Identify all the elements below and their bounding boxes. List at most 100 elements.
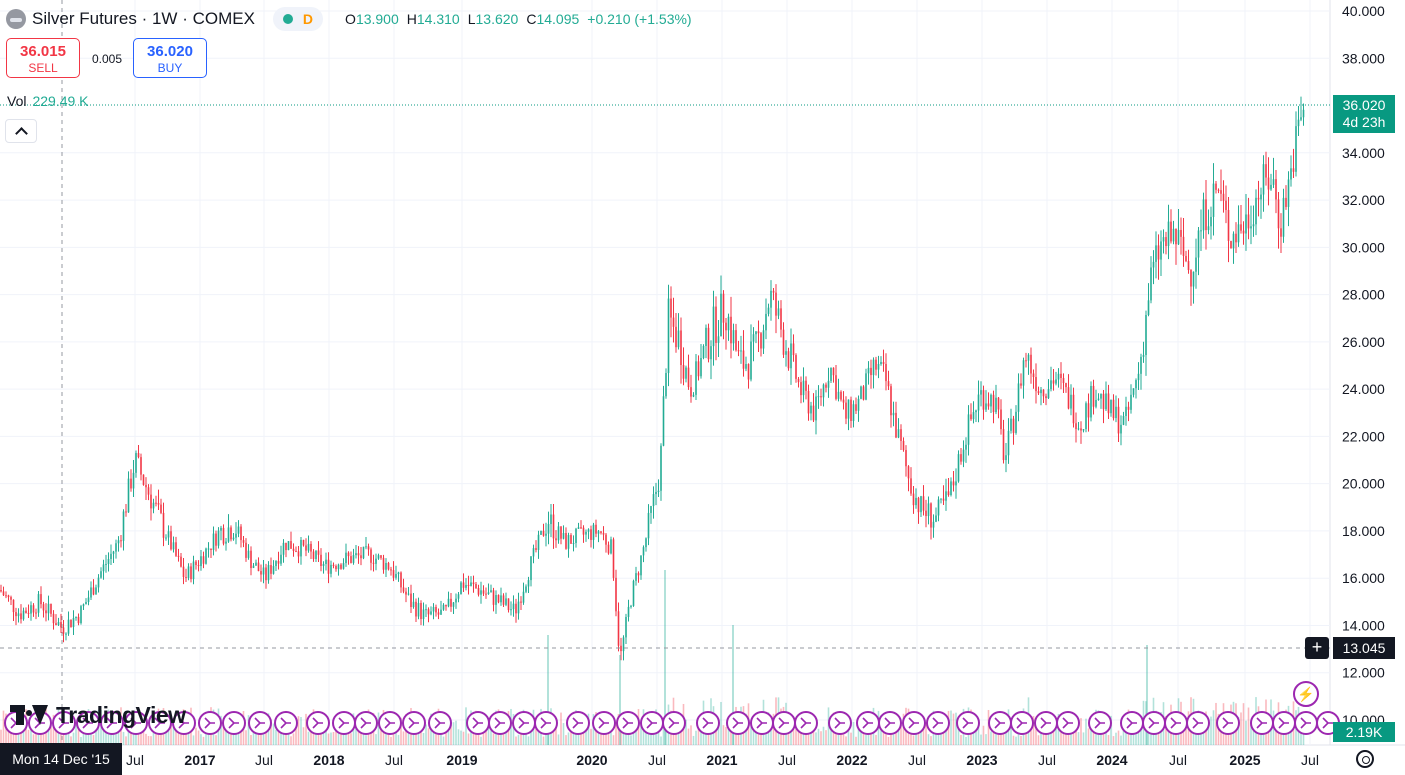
- volume-bar: [275, 729, 277, 745]
- event-arrow-icon: [1016, 717, 1027, 729]
- candle-body: [1025, 360, 1027, 362]
- candle-body: [225, 541, 227, 544]
- volume-bar: [185, 734, 187, 745]
- gear-icon[interactable]: [1356, 750, 1374, 768]
- volume-bar: [955, 712, 957, 745]
- volume-bar: [305, 713, 307, 745]
- candle-body: [167, 531, 170, 538]
- event-arrow-icon: [106, 717, 117, 729]
- candle-body: [1062, 378, 1065, 384]
- buy-button[interactable]: 36.020 BUY: [133, 38, 207, 78]
- candle-body: [430, 611, 432, 615]
- candle-body: [677, 330, 680, 348]
- candle-body: [487, 592, 490, 595]
- candle-body: [1192, 271, 1195, 287]
- sell-button[interactable]: 36.015 SELL: [6, 38, 80, 78]
- volume-bar: [900, 725, 902, 745]
- candle-body: [1265, 164, 1267, 178]
- volume-bar: [435, 731, 437, 745]
- candle-body: [407, 593, 410, 595]
- candle-body: [630, 605, 632, 607]
- candle-body: [737, 350, 740, 352]
- candle-body: [1225, 200, 1227, 210]
- volume-bar: [1225, 725, 1227, 745]
- candle-body: [620, 645, 622, 652]
- candle-body: [595, 524, 597, 534]
- candle-body: [1117, 406, 1120, 434]
- event-arrow-icon: [154, 717, 165, 729]
- candle-body: [675, 326, 677, 348]
- candle-body: [1175, 228, 1177, 245]
- candle-body: [292, 548, 295, 551]
- volume-bar: [230, 727, 232, 745]
- candle-body: [50, 603, 52, 614]
- volume-bar: [52, 714, 55, 745]
- candle-body: [67, 619, 70, 634]
- chart-title[interactable]: Silver Futures · 1W · COMEX: [32, 9, 255, 28]
- candle-body: [65, 633, 67, 635]
- candle-body: [35, 612, 37, 614]
- candle-body: [1230, 240, 1232, 249]
- candle-body: [275, 560, 277, 567]
- volume-bar: [1092, 723, 1095, 745]
- candle-body: [1220, 190, 1222, 194]
- volume-bar: [817, 728, 820, 745]
- candle-body: [187, 566, 190, 578]
- candle-body: [105, 564, 107, 566]
- volume-bar: [875, 734, 877, 745]
- volume-bar: [1115, 732, 1117, 745]
- candle-body: [767, 307, 770, 314]
- candle-body: [920, 496, 922, 513]
- market-status-pill[interactable]: D: [272, 7, 324, 31]
- volume-bar: [807, 725, 810, 745]
- candle-body: [957, 454, 960, 482]
- candle-body: [875, 359, 877, 370]
- volume-bar: [295, 722, 297, 745]
- candle-body: [1112, 399, 1115, 419]
- candle-body: [1142, 355, 1145, 357]
- event-arrow-icon: [494, 717, 505, 729]
- candle-body: [872, 359, 875, 376]
- candle-body: [865, 373, 867, 400]
- candle-body: [245, 542, 247, 558]
- candle-body: [1002, 429, 1005, 461]
- volume-bar: [957, 724, 960, 745]
- collapse-legend-button[interactable]: [5, 119, 37, 143]
- volume-bar: [725, 726, 727, 745]
- candle-body: [562, 532, 565, 539]
- candle-body: [5, 595, 7, 597]
- volume-bar: [20, 730, 22, 745]
- close-value: 14.095: [536, 11, 580, 27]
- event-arrow-icon: [1300, 717, 1311, 729]
- lightning-icon[interactable]: ⚡: [1293, 681, 1319, 707]
- candle-body: [1277, 199, 1280, 229]
- volume-bar: [1072, 728, 1075, 745]
- volume-bar: [1137, 722, 1140, 745]
- add-alert-plus-icon[interactable]: +: [1305, 637, 1329, 659]
- candle-body: [202, 556, 205, 564]
- sell-label: SELL: [28, 61, 58, 75]
- volume-bar: [482, 732, 485, 745]
- volume-bar: [652, 729, 655, 745]
- high-value: 14.310: [416, 11, 460, 27]
- candle-body: [0, 590, 2, 592]
- candle-body: [112, 551, 115, 554]
- candle-body: [57, 622, 60, 626]
- candle-body: [800, 382, 802, 396]
- candle-body: [902, 440, 905, 451]
- tradingview-logo[interactable]: TradingView: [10, 702, 186, 729]
- volume-bar: [685, 719, 687, 745]
- candle-body: [940, 498, 942, 500]
- candle-body: [572, 543, 575, 545]
- volume-bar: [515, 736, 517, 745]
- volume-bar: [664, 570, 666, 745]
- candle-body: [535, 548, 537, 550]
- candle-body: [265, 567, 267, 581]
- candle-body: [1140, 356, 1142, 374]
- candle-body: [175, 542, 177, 556]
- candle-body: [387, 562, 390, 570]
- candle-body: [1280, 228, 1282, 237]
- candle-body: [10, 597, 12, 600]
- volume-bar: [392, 724, 395, 745]
